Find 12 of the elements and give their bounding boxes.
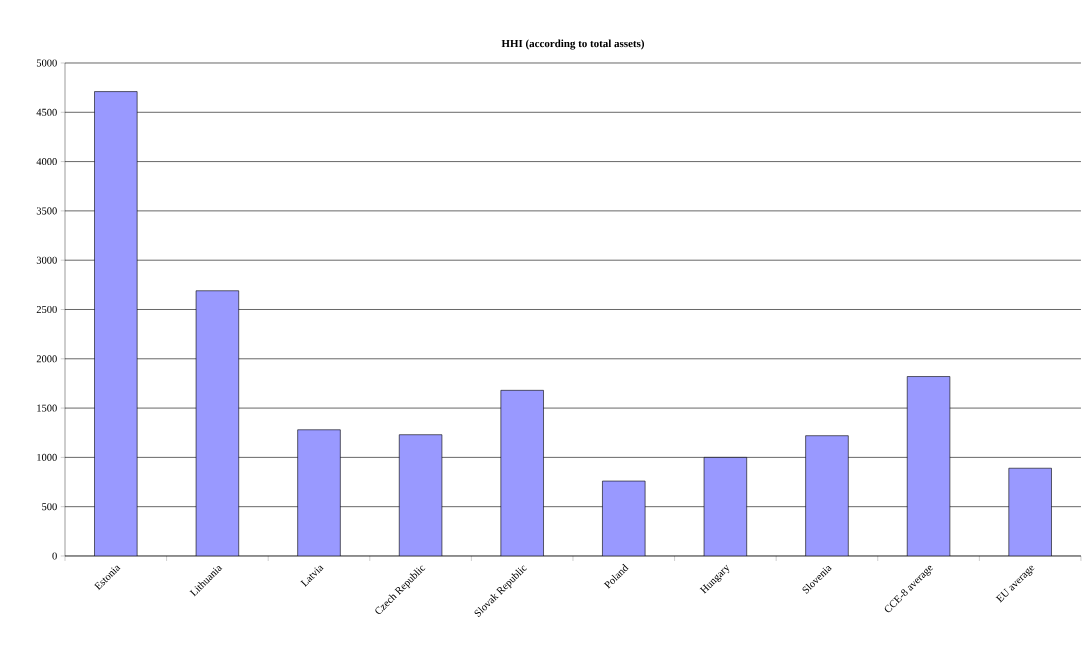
y-tick-label: 500 <box>42 503 57 511</box>
y-tick-label: 3500 <box>36 207 57 215</box>
y-tick-label: 0 <box>52 552 57 560</box>
y-tick-label: 2500 <box>36 305 57 314</box>
y-tick-label: 5000 <box>36 59 57 67</box>
y-tick-label: 3000 <box>36 256 57 264</box>
y-tick-label: 4000 <box>36 158 57 166</box>
chart-title: HHI (according to total assets) <box>501 39 645 50</box>
y-tick-label: 4500 <box>36 108 57 116</box>
y-tick-label: 1000 <box>37 453 57 461</box>
y-tick-label: 1500 <box>37 404 57 412</box>
y-tick-label: 2000 <box>36 355 57 363</box>
